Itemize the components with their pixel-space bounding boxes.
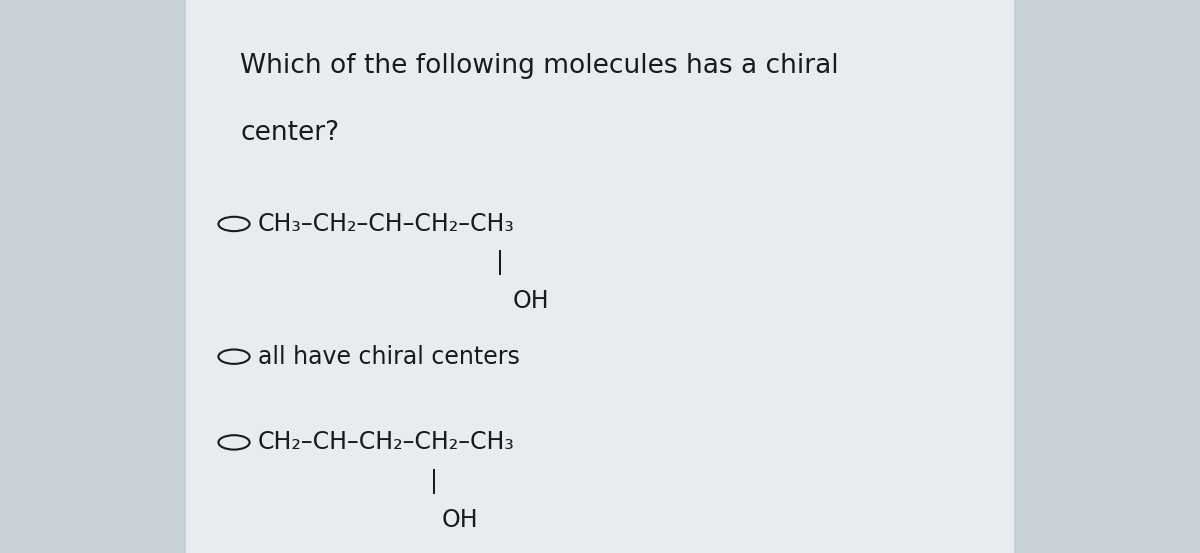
Text: OH: OH — [442, 508, 479, 532]
Text: CH₃–CH₂–CH–CH₂–CH₃: CH₃–CH₂–CH–CH₂–CH₃ — [258, 212, 515, 236]
Text: center?: center? — [240, 119, 340, 146]
Text: all have chiral centers: all have chiral centers — [258, 345, 520, 369]
Text: |: | — [497, 250, 504, 275]
FancyBboxPatch shape — [186, 0, 1014, 553]
Text: Which of the following molecules has a chiral: Which of the following molecules has a c… — [240, 53, 839, 80]
Text: |: | — [430, 468, 438, 494]
Text: OH: OH — [512, 289, 550, 314]
Text: CH₂–CH–CH₂–CH₂–CH₃: CH₂–CH–CH₂–CH₂–CH₃ — [258, 430, 515, 455]
